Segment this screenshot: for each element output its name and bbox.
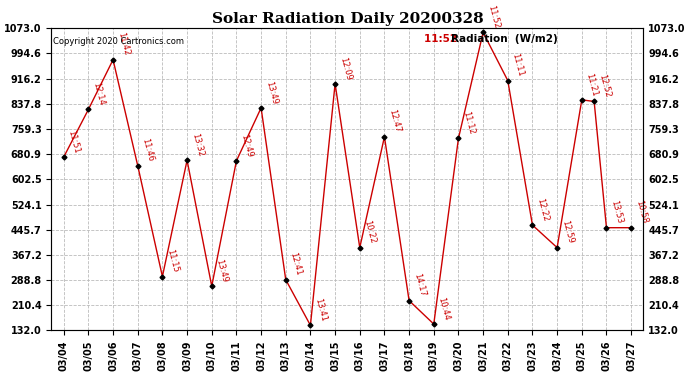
Text: 12:47: 12:47 [387,109,402,134]
Text: 11:15: 11:15 [165,249,180,274]
Text: 11:12: 11:12 [461,110,476,136]
Text: 11:42: 11:42 [116,32,130,57]
Text: 12:14: 12:14 [91,81,106,107]
Text: 10:22: 10:22 [362,220,377,245]
Text: 12:41: 12:41 [288,252,304,277]
Text: 11:52: 11:52 [486,4,501,30]
Text: Copyright 2020 Cartronics.com: Copyright 2020 Cartronics.com [52,37,184,46]
Text: 11:46: 11:46 [141,138,155,163]
Text: 10:58: 10:58 [634,200,649,225]
Text: 12:22: 12:22 [535,197,550,222]
Text: 13:49: 13:49 [215,258,229,284]
Text: 13:41: 13:41 [313,297,328,322]
Text: 14:17: 14:17 [412,273,426,298]
Text: 13:53: 13:53 [609,200,624,225]
Text: 11:11: 11:11 [511,53,525,78]
Text: 13:32: 13:32 [190,132,205,158]
Text: 12:09: 12:09 [338,56,353,81]
Text: 13:49: 13:49 [264,80,279,105]
Title: Solar Radiation Daily 20200328: Solar Radiation Daily 20200328 [212,12,483,26]
Text: 11:51: 11:51 [66,129,81,154]
Text: Radiation  (W/m2): Radiation (W/m2) [451,34,558,44]
Text: 12:52: 12:52 [597,74,612,99]
Text: 11:21: 11:21 [584,72,600,97]
Text: 12:49: 12:49 [239,133,254,158]
Text: 12:59: 12:59 [560,220,575,245]
Text: 10:44: 10:44 [437,296,451,321]
Text: 11:52: 11:52 [424,34,461,44]
